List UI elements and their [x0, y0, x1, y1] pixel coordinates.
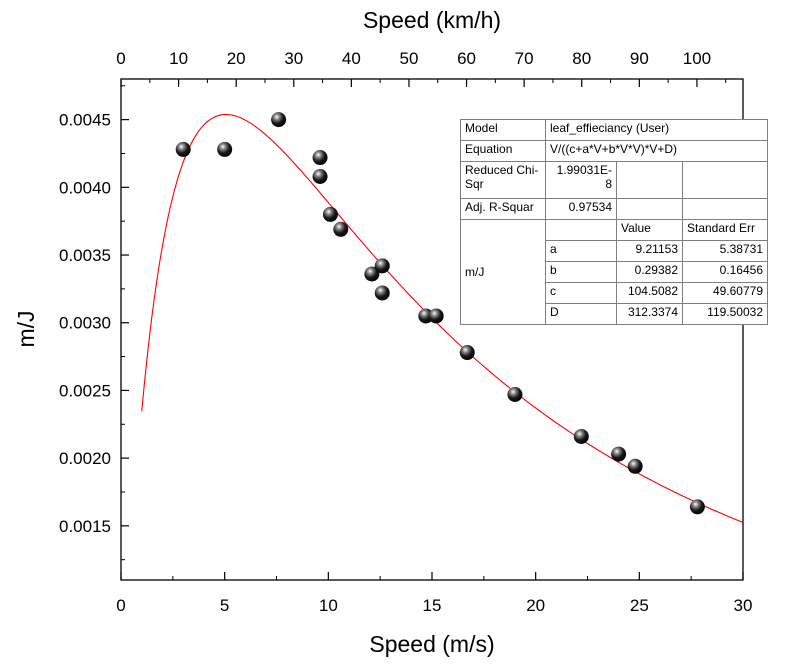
param-value: 0.29382	[616, 261, 683, 283]
top-tick-label: 0	[116, 49, 125, 68]
table-row: Reduced Chi-Sqr 1.99031E-8	[460, 161, 768, 199]
empty-cell	[682, 198, 768, 220]
empty-cell	[545, 219, 617, 241]
axes-ticks	[120, 79, 744, 580]
top-tick-label: 30	[284, 49, 303, 68]
top-tick-label: 40	[342, 49, 361, 68]
data-point	[312, 168, 328, 184]
stderr-header: Standard Err	[682, 219, 768, 241]
top-tick-label: 60	[457, 49, 476, 68]
y-tick-label: 0.0030	[59, 314, 111, 333]
data-point	[689, 499, 705, 515]
data-point	[322, 206, 338, 222]
param-value: 104.5082	[616, 282, 683, 304]
equation-value: V/((c+a*V+b*V*V)*V+D)	[545, 140, 768, 162]
y-axis-title: m/J	[13, 310, 39, 347]
top-tick-label: 70	[515, 49, 534, 68]
y-tick-label: 0.0040	[59, 178, 111, 197]
param-name: D	[545, 303, 617, 325]
data-point	[418, 308, 434, 324]
param-stderr: 49.60779	[682, 282, 768, 304]
table-row: a 9.21153 5.38731	[461, 240, 768, 262]
param-name: c	[545, 282, 617, 304]
data-point	[374, 285, 390, 301]
x-tick-label: 20	[526, 596, 545, 615]
x-tick-label: 10	[319, 596, 338, 615]
table-row: Equation V/((c+a*V+b*V*V)*V+D)	[460, 140, 768, 162]
data-points	[175, 112, 705, 515]
data-point	[175, 141, 191, 157]
table-row: b 0.29382 0.16456	[461, 261, 768, 283]
fit-stats-table: Model leaf_effieciancy (User) Equation V…	[460, 119, 768, 325]
y-tick-label: 0.0035	[59, 246, 111, 265]
table-row: D 312.3374 119.50032	[461, 303, 768, 325]
top-tick-label: 90	[630, 49, 649, 68]
model-value: leaf_effieciancy (User)	[545, 119, 768, 141]
param-stderr: 119.50032	[682, 303, 768, 325]
top-tick-label: 20	[227, 49, 246, 68]
value-header: Value	[616, 219, 683, 241]
table-row: m/J Value Standard Err	[460, 219, 768, 325]
x-tick-label: 30	[734, 596, 753, 615]
param-stderr: 0.16456	[682, 261, 768, 283]
data-point	[312, 150, 328, 166]
y-tick-label: 0.0025	[59, 381, 111, 400]
data-point	[573, 428, 589, 444]
empty-cell	[616, 198, 683, 220]
top-tick-label: 80	[572, 49, 591, 68]
table-row: Model leaf_effieciancy (User)	[460, 119, 768, 141]
data-point	[374, 258, 390, 274]
chisqr-label: Reduced Chi-Sqr	[460, 161, 546, 199]
x-tick-label: 25	[630, 596, 649, 615]
model-label: Model	[460, 119, 546, 141]
fit-curve	[141, 113, 744, 523]
empty-cell	[616, 161, 683, 199]
data-point	[271, 112, 287, 128]
top-tick-label: 10	[169, 49, 188, 68]
data-point	[217, 141, 233, 157]
param-name: b	[545, 261, 617, 283]
data-point	[364, 266, 380, 282]
data-point	[459, 345, 475, 361]
data-point	[627, 458, 643, 474]
empty-cell	[682, 161, 768, 199]
param-value: 312.3374	[616, 303, 683, 325]
adjr-value: 0.97534	[545, 198, 617, 220]
fit-curve-layer	[141, 113, 744, 523]
y-tick-label: 0.0045	[59, 111, 111, 130]
equation-label: Equation	[460, 140, 546, 162]
adjr-label: Adj. R-Squar	[460, 198, 546, 220]
table-row: Adj. R-Squar 0.97534	[460, 198, 768, 220]
x-tick-label: 15	[423, 596, 442, 615]
data-point	[333, 221, 349, 237]
data-point	[507, 386, 523, 402]
y-tick-label: 0.0015	[59, 517, 111, 536]
data-point	[611, 446, 627, 462]
param-value: 9.21153	[616, 240, 683, 262]
top-axis-title: Speed (km/h)	[363, 7, 501, 33]
x-tick-label: 0	[116, 596, 125, 615]
top-tick-label: 100	[683, 49, 711, 68]
x-axis-title: Speed (m/s)	[369, 631, 494, 657]
y-tick-label: 0.0020	[59, 449, 111, 468]
tick-labels: 0 5 10 15 20 25 30 0 10 20 30 40 50 60 70 80 90 100 0.0015…	[59, 49, 752, 615]
x-tick-label: 5	[220, 596, 229, 615]
chisqr-value: 1.99031E-8	[545, 161, 617, 199]
data-point	[428, 308, 444, 324]
table-row: c 104.5082 49.60779	[461, 282, 768, 304]
param-name: a	[545, 240, 617, 262]
top-tick-label: 50	[400, 49, 419, 68]
empty-cell: m/J	[460, 219, 546, 325]
param-stderr: 5.38731	[682, 240, 768, 262]
group-label: m/J	[465, 265, 485, 279]
